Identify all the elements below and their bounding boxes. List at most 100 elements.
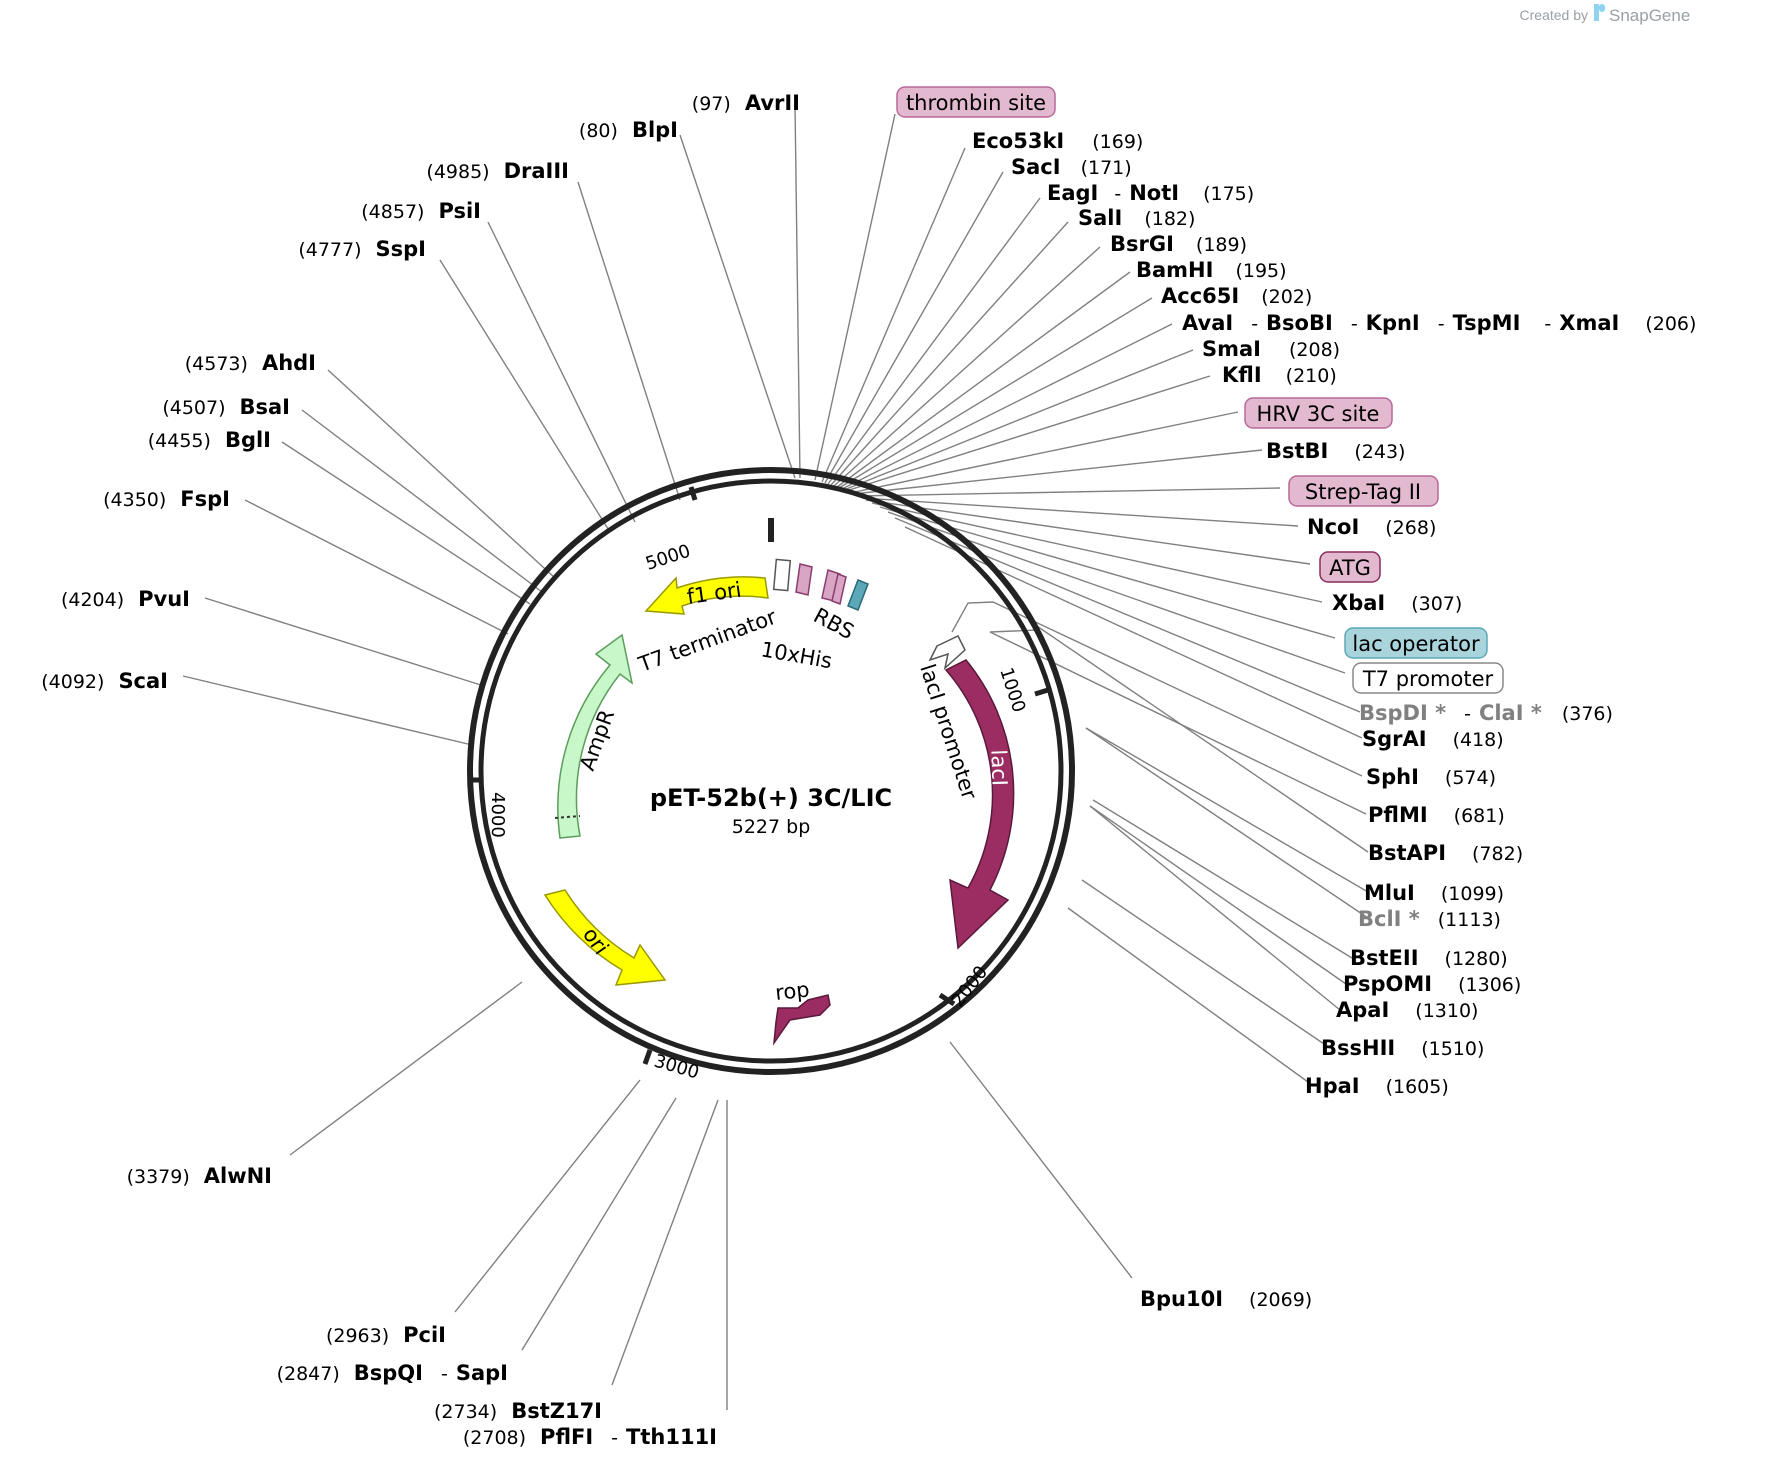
leader-saci: [824, 171, 1004, 484]
his-tag-label: 10xHis: [759, 637, 834, 673]
atg-label: ATG: [1329, 556, 1371, 580]
site-hpai: HpaI (1605): [1305, 1074, 1449, 1098]
leader-bspqi: [521, 1097, 677, 1351]
tick-1000: [1034, 687, 1049, 697]
site-kfli: KflI (210): [1222, 363, 1337, 387]
leader-pvui: [204, 597, 485, 687]
hrv-3c-site-box: [1244, 397, 1393, 429]
snapgene-logo-icon: [1594, 4, 1605, 21]
tick-5000: [688, 486, 698, 501]
plasmid-name: pET-52b(+) 3C/LIC: [650, 784, 892, 812]
site-xbai: XbaI (307): [1332, 591, 1462, 615]
t7-terminator-box: [772, 558, 792, 592]
site-apai: ApaI (1310): [1336, 998, 1478, 1022]
leader-xbai: [871, 502, 1323, 603]
site-pflfi-tth111i: (2708) PflFI - Tth111I: [463, 1425, 717, 1449]
ampr-dotted-region: [554, 815, 581, 819]
lac-operator-label: lac operator: [1352, 632, 1480, 656]
site-bsrgi: BsrGI (189): [1110, 232, 1247, 256]
leader-hpai: [1067, 907, 1309, 1083]
tick-label-5000: 5000: [643, 541, 693, 575]
tick-label-1000: 1000: [995, 665, 1029, 715]
leader-bstapi: [1030, 621, 1369, 853]
tick-2000: [938, 992, 956, 1007]
site-fspi: (4350) FspI: [103, 487, 230, 511]
credit-prefix: Created by: [1520, 7, 1588, 23]
site-sphi: SphI (574): [1366, 765, 1496, 789]
leader-thrombin: [814, 113, 896, 481]
site-sgrai: SgrAI (418): [1362, 727, 1504, 751]
site-pcii: (2963) PciI: [326, 1323, 446, 1347]
laci-label: lacI: [986, 749, 1011, 786]
leader-bcli: [1085, 727, 1369, 919]
site-mlui: MluI (1099): [1364, 881, 1504, 905]
leader-ncoi: [861, 497, 1299, 527]
site-alwni: (3379) AlwNI: [127, 1164, 272, 1188]
site-bspqi-sapi: (2847) BspQI - SapI: [277, 1361, 508, 1385]
leader-sspi: [439, 259, 611, 533]
restriction-sites-right: Eco53kI (169) SacI (171) EagI - NotI (175) Sa…: [972, 129, 1696, 1311]
site-scai: (4092) ScaI: [41, 669, 168, 693]
site-bcli: BclI * (1113): [1358, 907, 1501, 931]
ori-arrow: [543, 889, 667, 986]
leader-atg: [865, 499, 1311, 565]
laci-arrow: [944, 659, 1015, 950]
leader-bsteii: [1092, 799, 1353, 959]
leader-pspomi: [1089, 805, 1347, 985]
site-eagi-noti: EagI - NotI (175): [1047, 181, 1254, 205]
site-bamhi: BamHI (195): [1136, 258, 1287, 282]
site-bgli: (4455) BglI: [148, 428, 271, 452]
leader-bsai: [301, 409, 543, 593]
leader-smai: [843, 349, 1194, 491]
leader-streptag: [856, 487, 1281, 497]
leader-apai: [1089, 805, 1341, 1011]
leader-avrii: [794, 103, 801, 479]
site-bsai: (4507) BsaI: [162, 395, 290, 419]
t7-promoter-box: [1352, 662, 1504, 694]
leader-bsrgi: [833, 246, 1101, 487]
leader-alwni: [289, 981, 523, 1156]
site-acc65i: Acc65I (202): [1161, 284, 1312, 308]
leader-sgrai: [904, 526, 1363, 739]
backbone: [467, 467, 1075, 1075]
leader-mlui: [1085, 727, 1369, 893]
site-avai-group: AvaI - BsoBI - KpnI - TspMI - XmaI (206): [1182, 311, 1696, 335]
credit: Created by SnapGene: [1520, 4, 1690, 25]
site-bsteii: BstEII (1280): [1350, 946, 1508, 970]
site-smai: SmaI (208): [1202, 337, 1340, 361]
rbs-marker-2: [831, 572, 847, 606]
credit-brand: SnapGene: [1609, 6, 1690, 25]
leader-kfli: [845, 375, 1211, 492]
t7-promoter-label: T7 promoter: [1362, 667, 1494, 691]
site-pspomi: PspOMI (1306): [1343, 972, 1521, 996]
site-bpu10i: Bpu10I (2069): [1140, 1287, 1312, 1311]
leader-avai: [841, 323, 1173, 490]
ampr-arrow: [557, 633, 634, 839]
backbone-outer-strand: [467, 467, 1075, 1075]
boxed-feature-labels: thrombin site HRV 3C site Strep-Tag II A…: [896, 86, 1504, 694]
leader-sphi: [951, 601, 1363, 777]
leader-ahdi: [327, 369, 556, 579]
leader-acc65i: [838, 297, 1153, 489]
leader-bsshii: [1081, 879, 1331, 1049]
leader-bgli: [281, 441, 531, 605]
thrombin-site-box: [896, 86, 1056, 118]
rbs-label: RBS: [810, 603, 858, 644]
lac-operator-marker: [847, 579, 869, 611]
site-bspdi-clai: BspDI * - ClaI * (376): [1359, 701, 1613, 725]
site-eco53ki: Eco53kI (169): [972, 129, 1143, 153]
leader-scai: [182, 675, 473, 746]
site-sali: SalI (182): [1078, 206, 1195, 230]
lac-operator-box: [1344, 627, 1488, 659]
leader-bstbi: [852, 449, 1263, 495]
hrv-3c-site-label: HRV 3C site: [1257, 402, 1380, 426]
leader-lacop: [879, 506, 1336, 639]
site-bstz17i: (2734) BstZ17I: [434, 1399, 602, 1423]
site-pflmi: PflMI (681): [1368, 803, 1505, 827]
site-saci: SacI (171): [1011, 155, 1132, 179]
site-pvui: (4204) PvuI: [61, 587, 190, 611]
leader-sali: [830, 221, 1069, 486]
site-bstbi: BstBI (243): [1266, 439, 1405, 463]
site-avrii: (97) AvrII: [692, 91, 800, 115]
site-bstapi: BstAPI (782): [1368, 841, 1523, 865]
